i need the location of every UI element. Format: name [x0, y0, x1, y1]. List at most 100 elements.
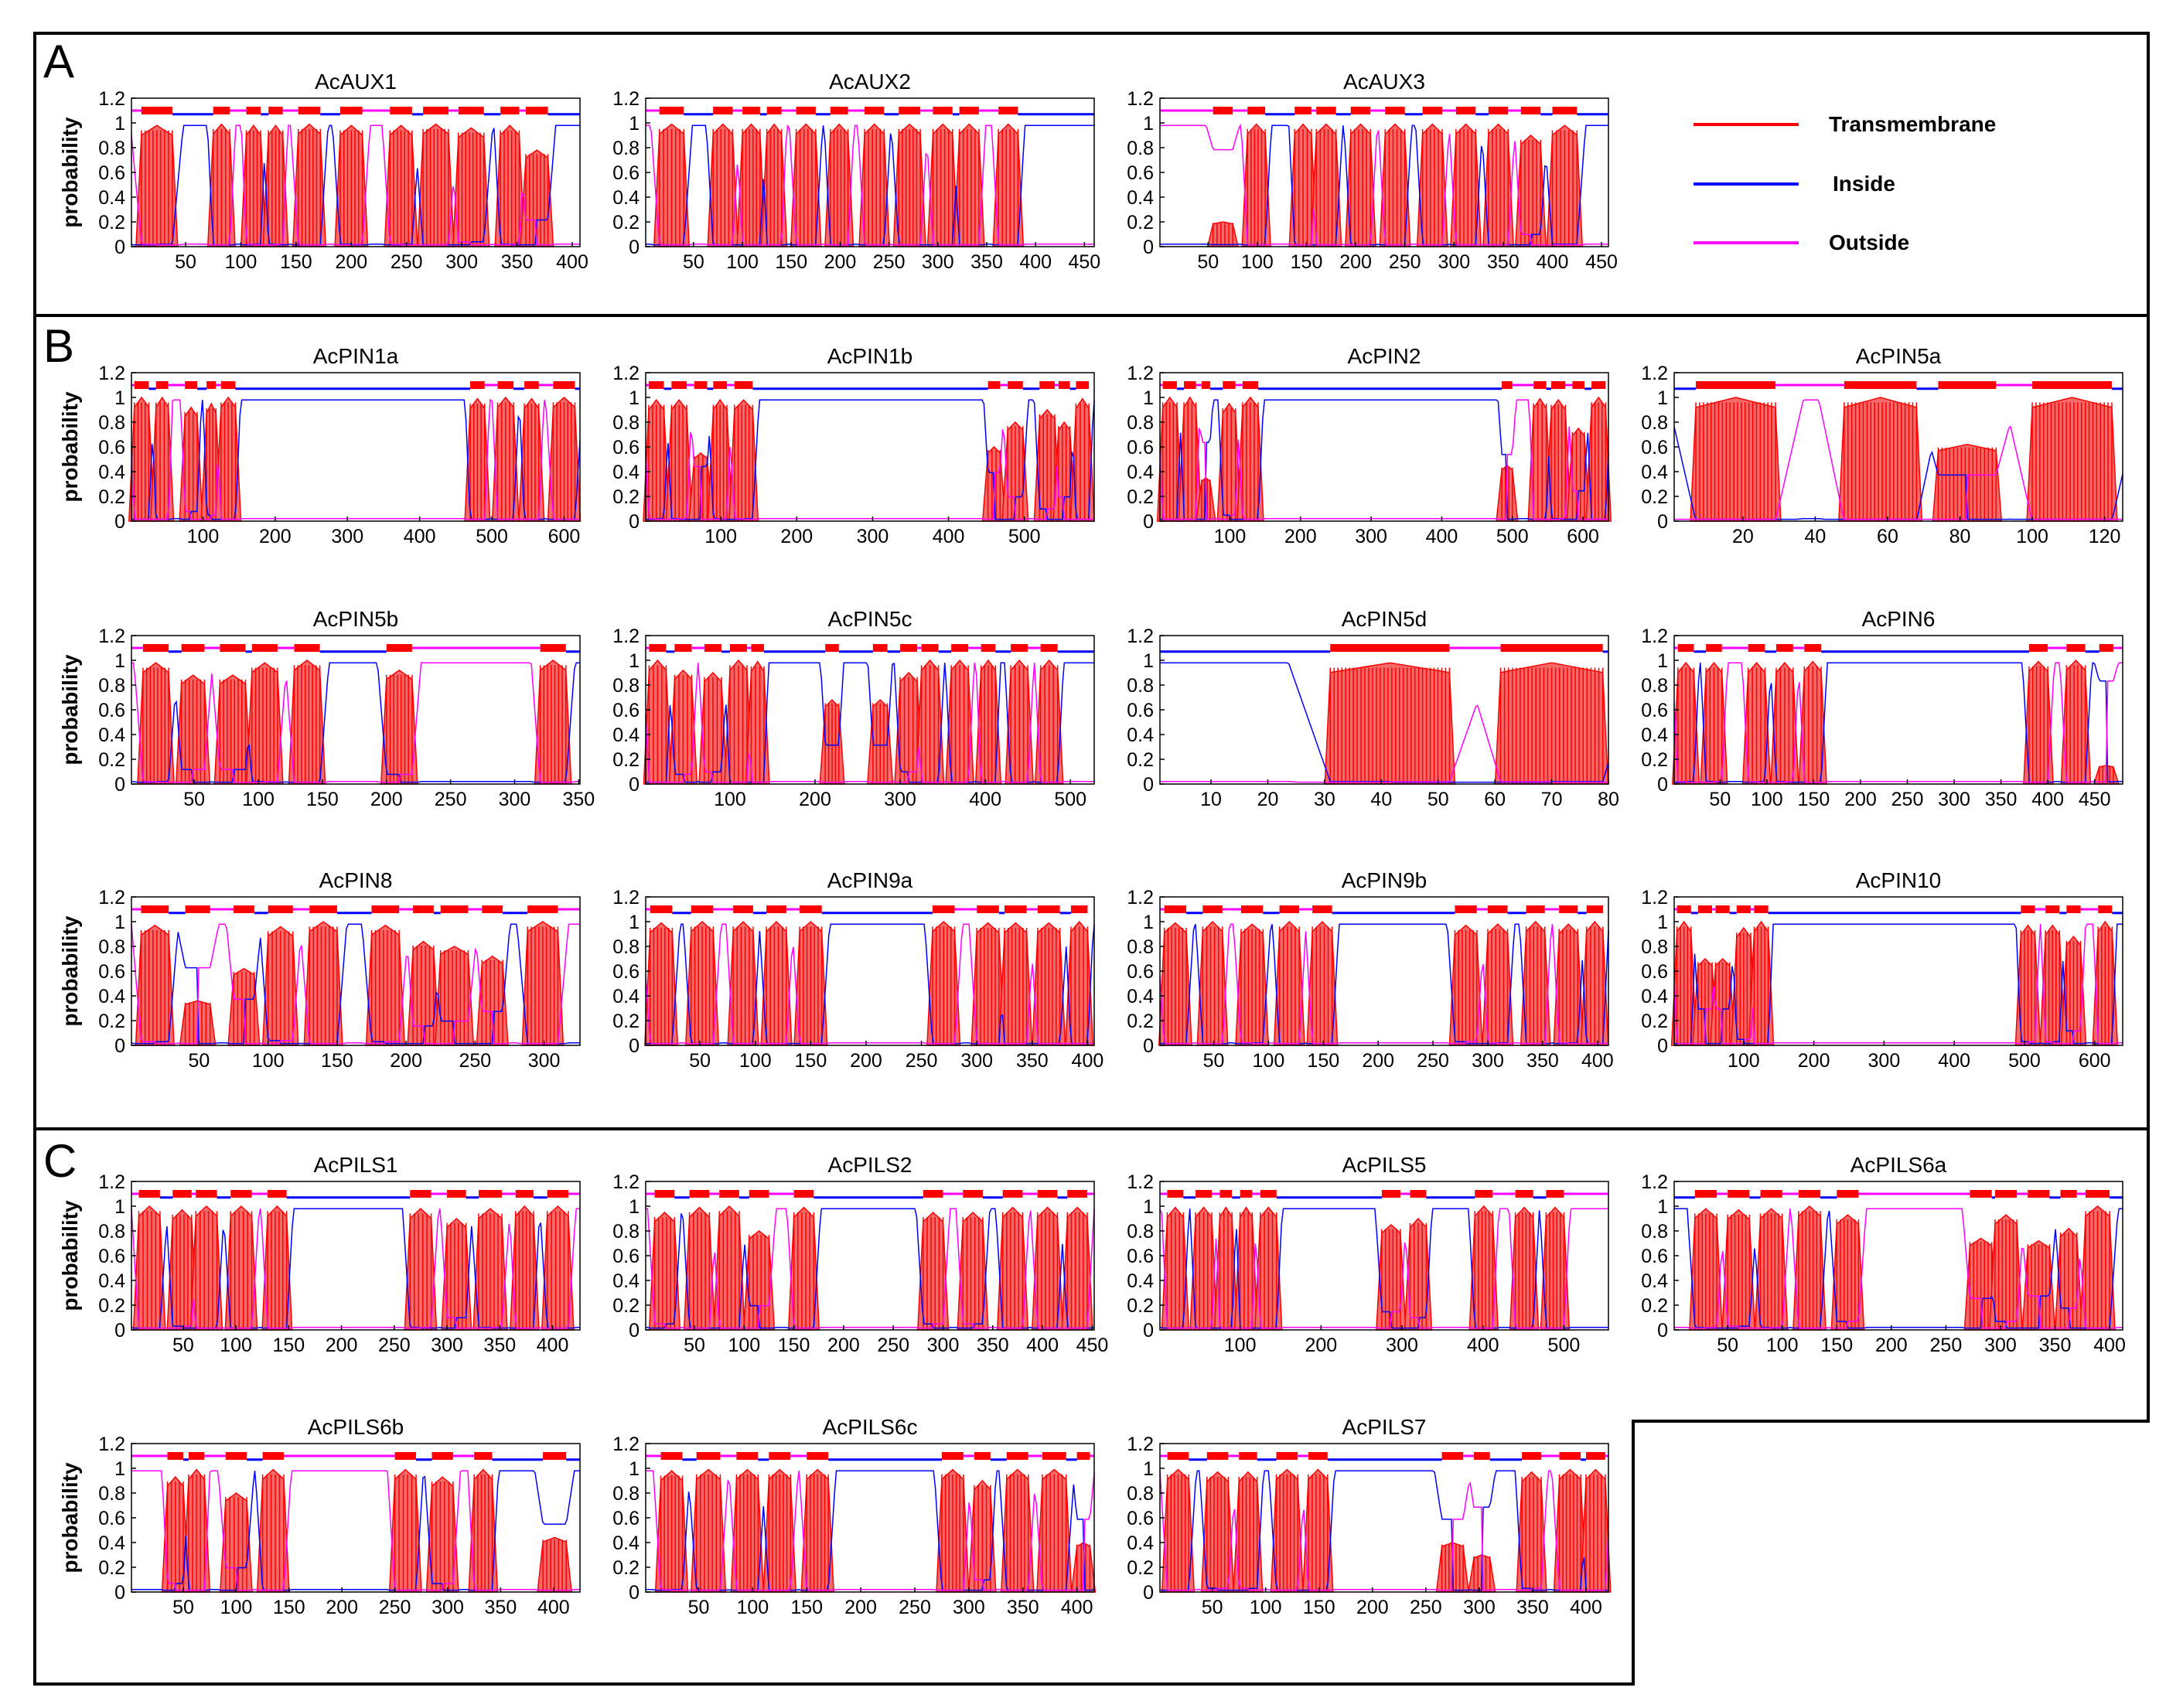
inside-curve	[131, 923, 580, 1045]
x-tick-label: 50	[172, 1597, 194, 1618]
x-tick-label: 500	[2008, 1050, 2041, 1072]
y-tick-label: 0.4	[612, 986, 640, 1007]
topology-tm-1	[1676, 905, 1691, 913]
y-tick-label: 0.6	[98, 1508, 125, 1529]
topology-tm-7	[1008, 381, 1023, 389]
y-tick-label: 1.2	[98, 1434, 125, 1455]
topology-tm-2	[188, 1452, 205, 1460]
x-tick-label: 350	[2039, 1335, 2072, 1356]
x-tick-label: 100	[1751, 789, 1783, 810]
topology-tm-3	[736, 1452, 759, 1460]
x-tick-label: 200	[1305, 1335, 1337, 1356]
y-tick-label: 0.6	[98, 437, 125, 459]
y-axis-label: probability	[58, 654, 82, 765]
tm-series	[132, 1205, 575, 1331]
topology-tm-3	[742, 107, 760, 114]
y-axis-label: probability	[58, 1200, 82, 1311]
y-tick-label: 0	[1143, 774, 1154, 796]
x-tick-label: 300	[528, 1050, 561, 1072]
y-tick-label: 0.2	[98, 1011, 125, 1032]
topology-bar	[131, 381, 580, 390]
topology-tm-4	[1279, 905, 1300, 913]
x-tick-label: 500	[1548, 1335, 1581, 1356]
topology-tm-7	[1994, 1190, 2018, 1198]
x-tick-label: 300	[331, 526, 363, 547]
x-tick-label: 300	[1463, 1597, 1496, 1618]
x-tick-label: 450	[1076, 1335, 1109, 1356]
x-tick-label: 400	[933, 526, 965, 547]
y-tick-label: 0.8	[1641, 675, 1668, 697]
x-tick-label: 100	[726, 251, 759, 273]
x-tick-label: 450	[2079, 789, 2111, 810]
topology-tm-10	[1076, 1452, 1090, 1460]
x-tick-label: 400	[969, 789, 1001, 810]
x-tick-label: 100	[252, 1050, 285, 1072]
y-tick-label: 1	[629, 1196, 640, 1218]
y-tick-label: 0.8	[1127, 412, 1154, 434]
topology-tm-4	[769, 1452, 791, 1460]
topology-tm-4	[1276, 1452, 1298, 1460]
x-tick-label: 400	[1467, 1335, 1499, 1356]
y-tick-label: 0.2	[1127, 1011, 1154, 1032]
topology-tm-5	[220, 381, 236, 389]
y-tick-label: 1.2	[1641, 363, 1668, 384]
x-tick-label: 150	[1798, 789, 1830, 810]
topology-tm-4	[713, 381, 728, 389]
y-tick-label: 1	[114, 650, 125, 672]
x-tick-label: 30	[1314, 789, 1335, 810]
y-tick-label: 1.2	[98, 88, 125, 110]
y-tick-label: 0.8	[98, 138, 125, 159]
topology-tm-3	[1715, 905, 1730, 913]
x-tick-label: 200	[844, 1597, 877, 1618]
y-tick-label: 0.6	[612, 1246, 640, 1267]
plot-acaux2: AcAUX2 0 0.2 0.4 0.6 0.8 1 1.2 50 100 150 200 250 300…	[612, 70, 1100, 273]
x-tick-label: 150	[273, 1597, 305, 1618]
x-tick-label: 70	[1541, 789, 1563, 810]
plot-title: AcPIN1b	[827, 344, 913, 368]
y-tick-label: 0.8	[612, 138, 640, 159]
x-tick-label: 250	[1410, 1597, 1442, 1618]
y-tick-label: 1	[114, 387, 125, 409]
topology-bar	[131, 107, 580, 116]
topology-tm-10	[547, 1190, 568, 1198]
topology-tm-9	[515, 1190, 534, 1198]
x-tick-label: 250	[906, 1050, 938, 1072]
x-tick-label: 200	[850, 1050, 882, 1072]
topology-tm-8	[1006, 1452, 1028, 1460]
x-tick-label: 200	[1844, 789, 1877, 810]
topology-bar	[646, 905, 1088, 915]
plot-title: AcPILS7	[1342, 1415, 1427, 1439]
y-tick-label: 0	[1657, 1035, 1668, 1057]
x-tick-label: 450	[1585, 251, 1618, 273]
x-tick-label: 400	[537, 1597, 570, 1618]
topology-tm-13	[1040, 644, 1058, 652]
topology-bar	[1674, 381, 2123, 390]
x-tick-label: 600	[1567, 526, 1599, 547]
y-tick-label: 1	[629, 387, 640, 409]
plot-frame	[1673, 635, 2123, 785]
topology-tm-4	[729, 644, 747, 652]
x-tick-label: 350	[1016, 1050, 1049, 1072]
y-tick-label: 1.2	[612, 887, 640, 909]
y-tick-label: 0.8	[612, 1483, 640, 1505]
plot-title: AcPIN10	[1856, 868, 1942, 892]
plot-title: AcPILS6c	[823, 1415, 918, 1439]
topology-tm-12	[1011, 644, 1028, 652]
x-tick-label: 150	[1307, 1050, 1339, 1072]
x-tick-label: 350	[1007, 1597, 1039, 1618]
outside-curve	[1159, 399, 1608, 520]
x-tick-label: 400	[1019, 251, 1052, 273]
y-tick-label: 0.8	[612, 1221, 640, 1243]
y-tick-label: 0.4	[1127, 187, 1154, 209]
y-tick-label: 0.2	[98, 1557, 125, 1579]
topology-tm-6	[1970, 1190, 1992, 1198]
y-axis-label: probability	[58, 915, 82, 1027]
y-tick-label: 0.4	[98, 462, 125, 483]
topology-tm-4	[749, 1190, 769, 1198]
x-tick-label: 250	[873, 251, 906, 273]
x-tick-label: 150	[306, 789, 339, 810]
tm-series	[653, 123, 1025, 247]
y-tick-label: 0.2	[1127, 212, 1154, 234]
x-tick-label: 50	[1202, 1597, 1223, 1618]
